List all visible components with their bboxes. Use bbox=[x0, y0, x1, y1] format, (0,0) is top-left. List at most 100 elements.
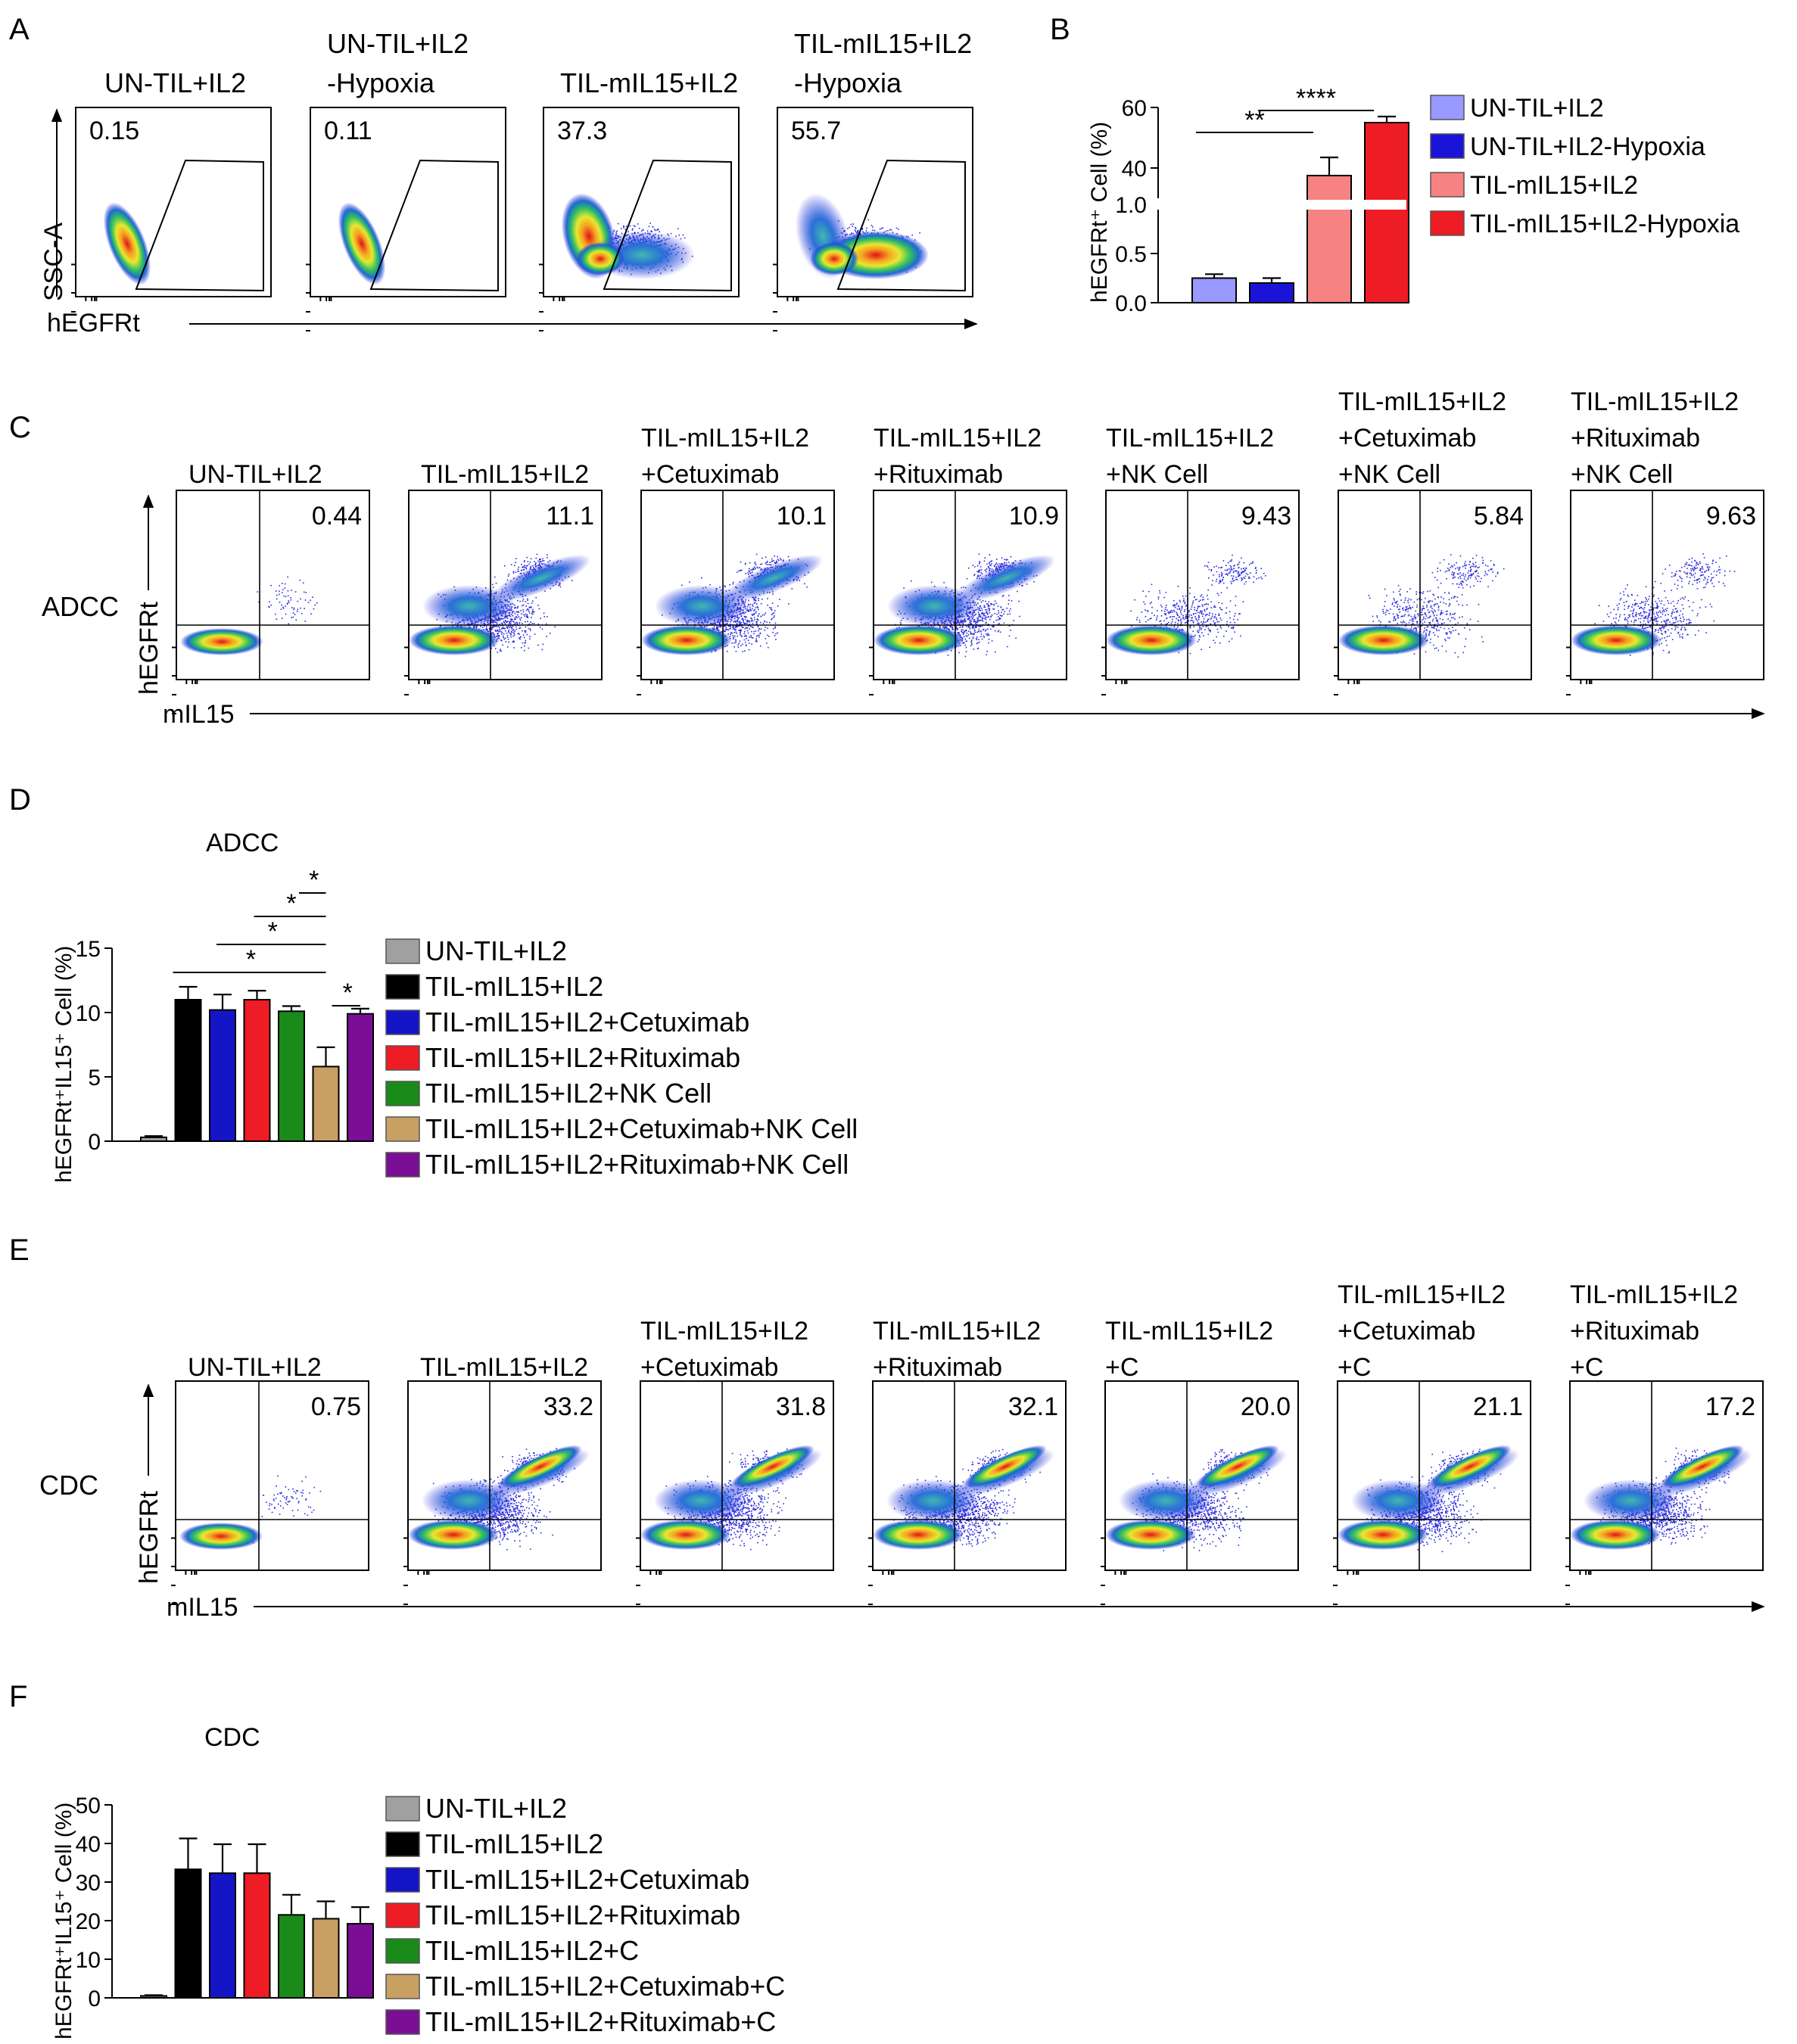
event-dot bbox=[745, 645, 747, 646]
event-dot bbox=[503, 636, 504, 639]
gate bbox=[369, 159, 499, 292]
event-dot bbox=[518, 566, 520, 568]
event-dot bbox=[739, 623, 740, 625]
event-dot bbox=[774, 626, 776, 627]
event-dot bbox=[852, 223, 855, 225]
gate-value: 55.7 bbox=[791, 117, 841, 145]
event-dot bbox=[767, 564, 769, 565]
event-dot bbox=[870, 225, 873, 226]
event-dot bbox=[678, 234, 680, 236]
event-dot bbox=[751, 619, 753, 621]
event-dot bbox=[526, 616, 528, 618]
event-dot bbox=[276, 618, 278, 620]
event-dot bbox=[299, 579, 301, 581]
event-dot bbox=[758, 630, 759, 632]
event-dot bbox=[752, 605, 754, 607]
event-dot bbox=[854, 229, 856, 231]
event-dot bbox=[507, 575, 509, 577]
event-dot bbox=[998, 618, 1001, 620]
event-dot bbox=[291, 590, 292, 591]
event-dot bbox=[735, 639, 737, 640]
event-dot bbox=[743, 639, 746, 641]
event-dot bbox=[773, 617, 774, 618]
event-dot bbox=[730, 632, 732, 633]
event-dot bbox=[497, 633, 498, 635]
event-dot bbox=[741, 627, 743, 628]
plot-title: TIL-mIL15+IL2 bbox=[874, 424, 1042, 453]
event-dot bbox=[765, 562, 767, 564]
event-dot bbox=[527, 565, 528, 567]
gate-value: 37.3 bbox=[557, 117, 607, 145]
event-dot bbox=[761, 614, 764, 616]
event-dot bbox=[549, 632, 551, 634]
event-dot bbox=[514, 630, 516, 632]
event-dot bbox=[571, 580, 573, 581]
event-dot bbox=[733, 636, 734, 638]
event-dot bbox=[623, 225, 624, 227]
event-dot bbox=[495, 648, 497, 649]
event-dot bbox=[513, 621, 515, 624]
event-dot bbox=[510, 630, 512, 633]
event-dot bbox=[540, 618, 541, 619]
event-dot bbox=[559, 586, 562, 588]
event-dot bbox=[534, 561, 535, 562]
event-dot bbox=[866, 227, 867, 229]
event-dot bbox=[768, 607, 771, 608]
event-dot bbox=[525, 642, 526, 643]
event-dot bbox=[654, 229, 656, 232]
event-dot bbox=[293, 607, 295, 609]
event-dot bbox=[503, 627, 505, 629]
event-dot bbox=[521, 569, 523, 571]
plot-title: TIL-mIL15+IL2 bbox=[421, 460, 589, 489]
event-dot bbox=[755, 564, 757, 565]
event-dot bbox=[521, 647, 522, 649]
event-dot bbox=[515, 558, 517, 559]
event-dot bbox=[281, 583, 283, 584]
event-dot bbox=[990, 628, 992, 630]
event-dot bbox=[518, 616, 519, 618]
event-dot bbox=[874, 229, 876, 232]
event-dot bbox=[747, 632, 749, 634]
event-dot bbox=[855, 228, 857, 229]
event-dot bbox=[767, 634, 768, 636]
event-dot bbox=[753, 617, 755, 618]
event-dot bbox=[525, 630, 527, 632]
event-dot bbox=[510, 636, 512, 638]
event-dot bbox=[283, 595, 285, 597]
event-dot bbox=[524, 649, 525, 652]
event-dot bbox=[531, 602, 533, 604]
event-dot bbox=[725, 628, 727, 630]
event-dot bbox=[861, 229, 864, 230]
event-dot bbox=[547, 557, 548, 558]
event-dot bbox=[743, 615, 746, 618]
event-dot bbox=[524, 630, 525, 632]
density-blob bbox=[810, 242, 858, 275]
event-dot bbox=[751, 626, 753, 628]
event-dot bbox=[502, 635, 504, 637]
event-dot bbox=[701, 577, 702, 579]
event-dot bbox=[733, 581, 734, 583]
event-dot bbox=[524, 566, 525, 568]
event-dot bbox=[749, 606, 751, 608]
event-dot bbox=[772, 631, 774, 633]
event-dot bbox=[509, 621, 511, 622]
event-dot bbox=[981, 609, 983, 611]
event-dot bbox=[741, 636, 743, 637]
event-dot bbox=[743, 621, 745, 624]
event-dot bbox=[285, 596, 287, 598]
event-dot bbox=[755, 621, 757, 623]
event-dot bbox=[503, 621, 505, 623]
event-dot bbox=[531, 612, 533, 614]
event-dot bbox=[737, 571, 738, 573]
event-dot bbox=[512, 625, 514, 627]
event-dot bbox=[500, 649, 501, 650]
event-dot bbox=[764, 614, 765, 616]
event-dot bbox=[491, 629, 493, 630]
event-dot bbox=[755, 611, 757, 612]
plot-title: TIL-mIL15+IL2 bbox=[794, 28, 972, 59]
event-dot bbox=[852, 226, 854, 227]
event-dot bbox=[512, 618, 513, 621]
event-dot bbox=[732, 635, 733, 636]
event-dot bbox=[743, 621, 744, 622]
